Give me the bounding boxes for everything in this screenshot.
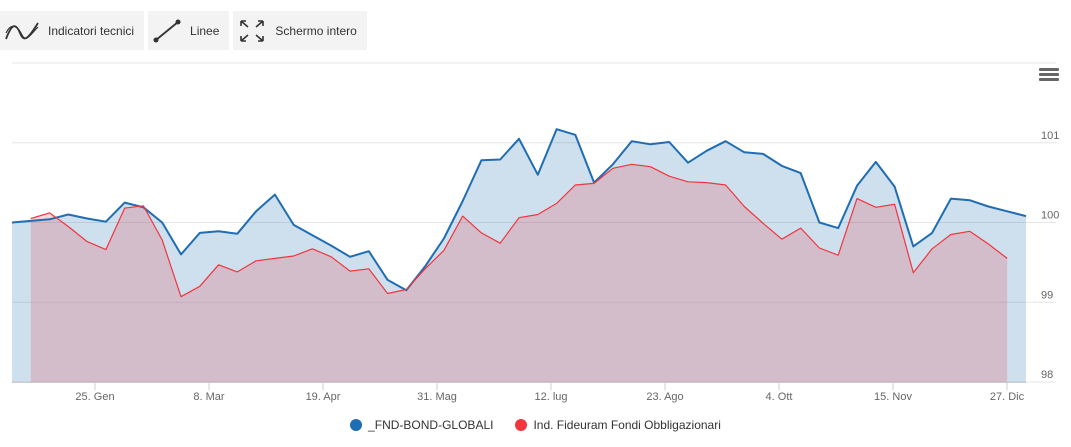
fullscreen-label: Schermo intero (275, 23, 357, 38)
series-area-1 (30, 164, 1008, 382)
x-axis: 25. Gen 8. Mar 19. Apr 31. Mag 12. lug 23. Ag… (12, 382, 1026, 403)
legend: _FND-BOND-GLOBALI Ind. Fideuram Fondi Ob… (0, 418, 1071, 432)
y-tick-label: 101 (1041, 130, 1059, 142)
legend-label: Ind. Fideuram Fondi Obbligazionari (533, 418, 721, 432)
line-tool-icon (153, 19, 181, 42)
fullscreen-icon (240, 19, 265, 42)
x-tick-label: 15. Nov (874, 391, 912, 403)
lines-button[interactable]: Linee (148, 11, 230, 50)
legend-item-fideuram-index[interactable]: Ind. Fideuram Fondi Obbligazionari (515, 418, 721, 432)
chart-toolbar: Indicatori tecnici Linee Schermo intero (0, 11, 367, 50)
y-axis: 98 99 100 101 (1041, 130, 1059, 381)
legend-marker-blue (350, 419, 363, 431)
technical-indicators-button[interactable]: Indicatori tecnici (0, 11, 145, 50)
legend-item-fnd-bond-globali[interactable]: _FND-BOND-GLOBALI (350, 418, 493, 432)
x-tick-label: 27. Dic (990, 391, 1025, 403)
legend-label: _FND-BOND-GLOBALI (368, 418, 494, 432)
x-tick-label: 19. Apr (306, 391, 341, 403)
technical-indicators-label: Indicatori tecnici (48, 23, 135, 38)
legend-marker-red (515, 419, 528, 431)
y-tick-label: 98 (1041, 369, 1053, 381)
lines-label: Linee (190, 23, 220, 38)
fullscreen-button[interactable]: Schermo intero (233, 11, 367, 50)
x-tick-label: 12. lug (534, 391, 567, 403)
series-area-0 (12, 129, 1026, 382)
x-tick-label: 8. Mar (193, 391, 225, 403)
series-areas (12, 129, 1026, 382)
indicators-icon (5, 22, 39, 39)
chart-menu-button[interactable] (1039, 68, 1059, 84)
series-line-1[interactable] (30, 163, 1008, 298)
series-line-0[interactable] (11, 128, 1027, 292)
x-tick-label: 4. Ott (766, 391, 793, 403)
y-tick-label: 100 (1041, 210, 1059, 222)
series-lines (11, 128, 1027, 298)
line-area-chart: 25. Gen 8. Mar 19. Apr 31. Mag 12. lug 23. Ag… (11, 62, 1059, 403)
y-tick-label: 99 (1041, 289, 1053, 301)
x-tick-label: 25. Gen (75, 391, 114, 403)
x-tick-label: 23. Ago (646, 391, 683, 403)
x-tick-label: 31. Mag (417, 391, 457, 403)
